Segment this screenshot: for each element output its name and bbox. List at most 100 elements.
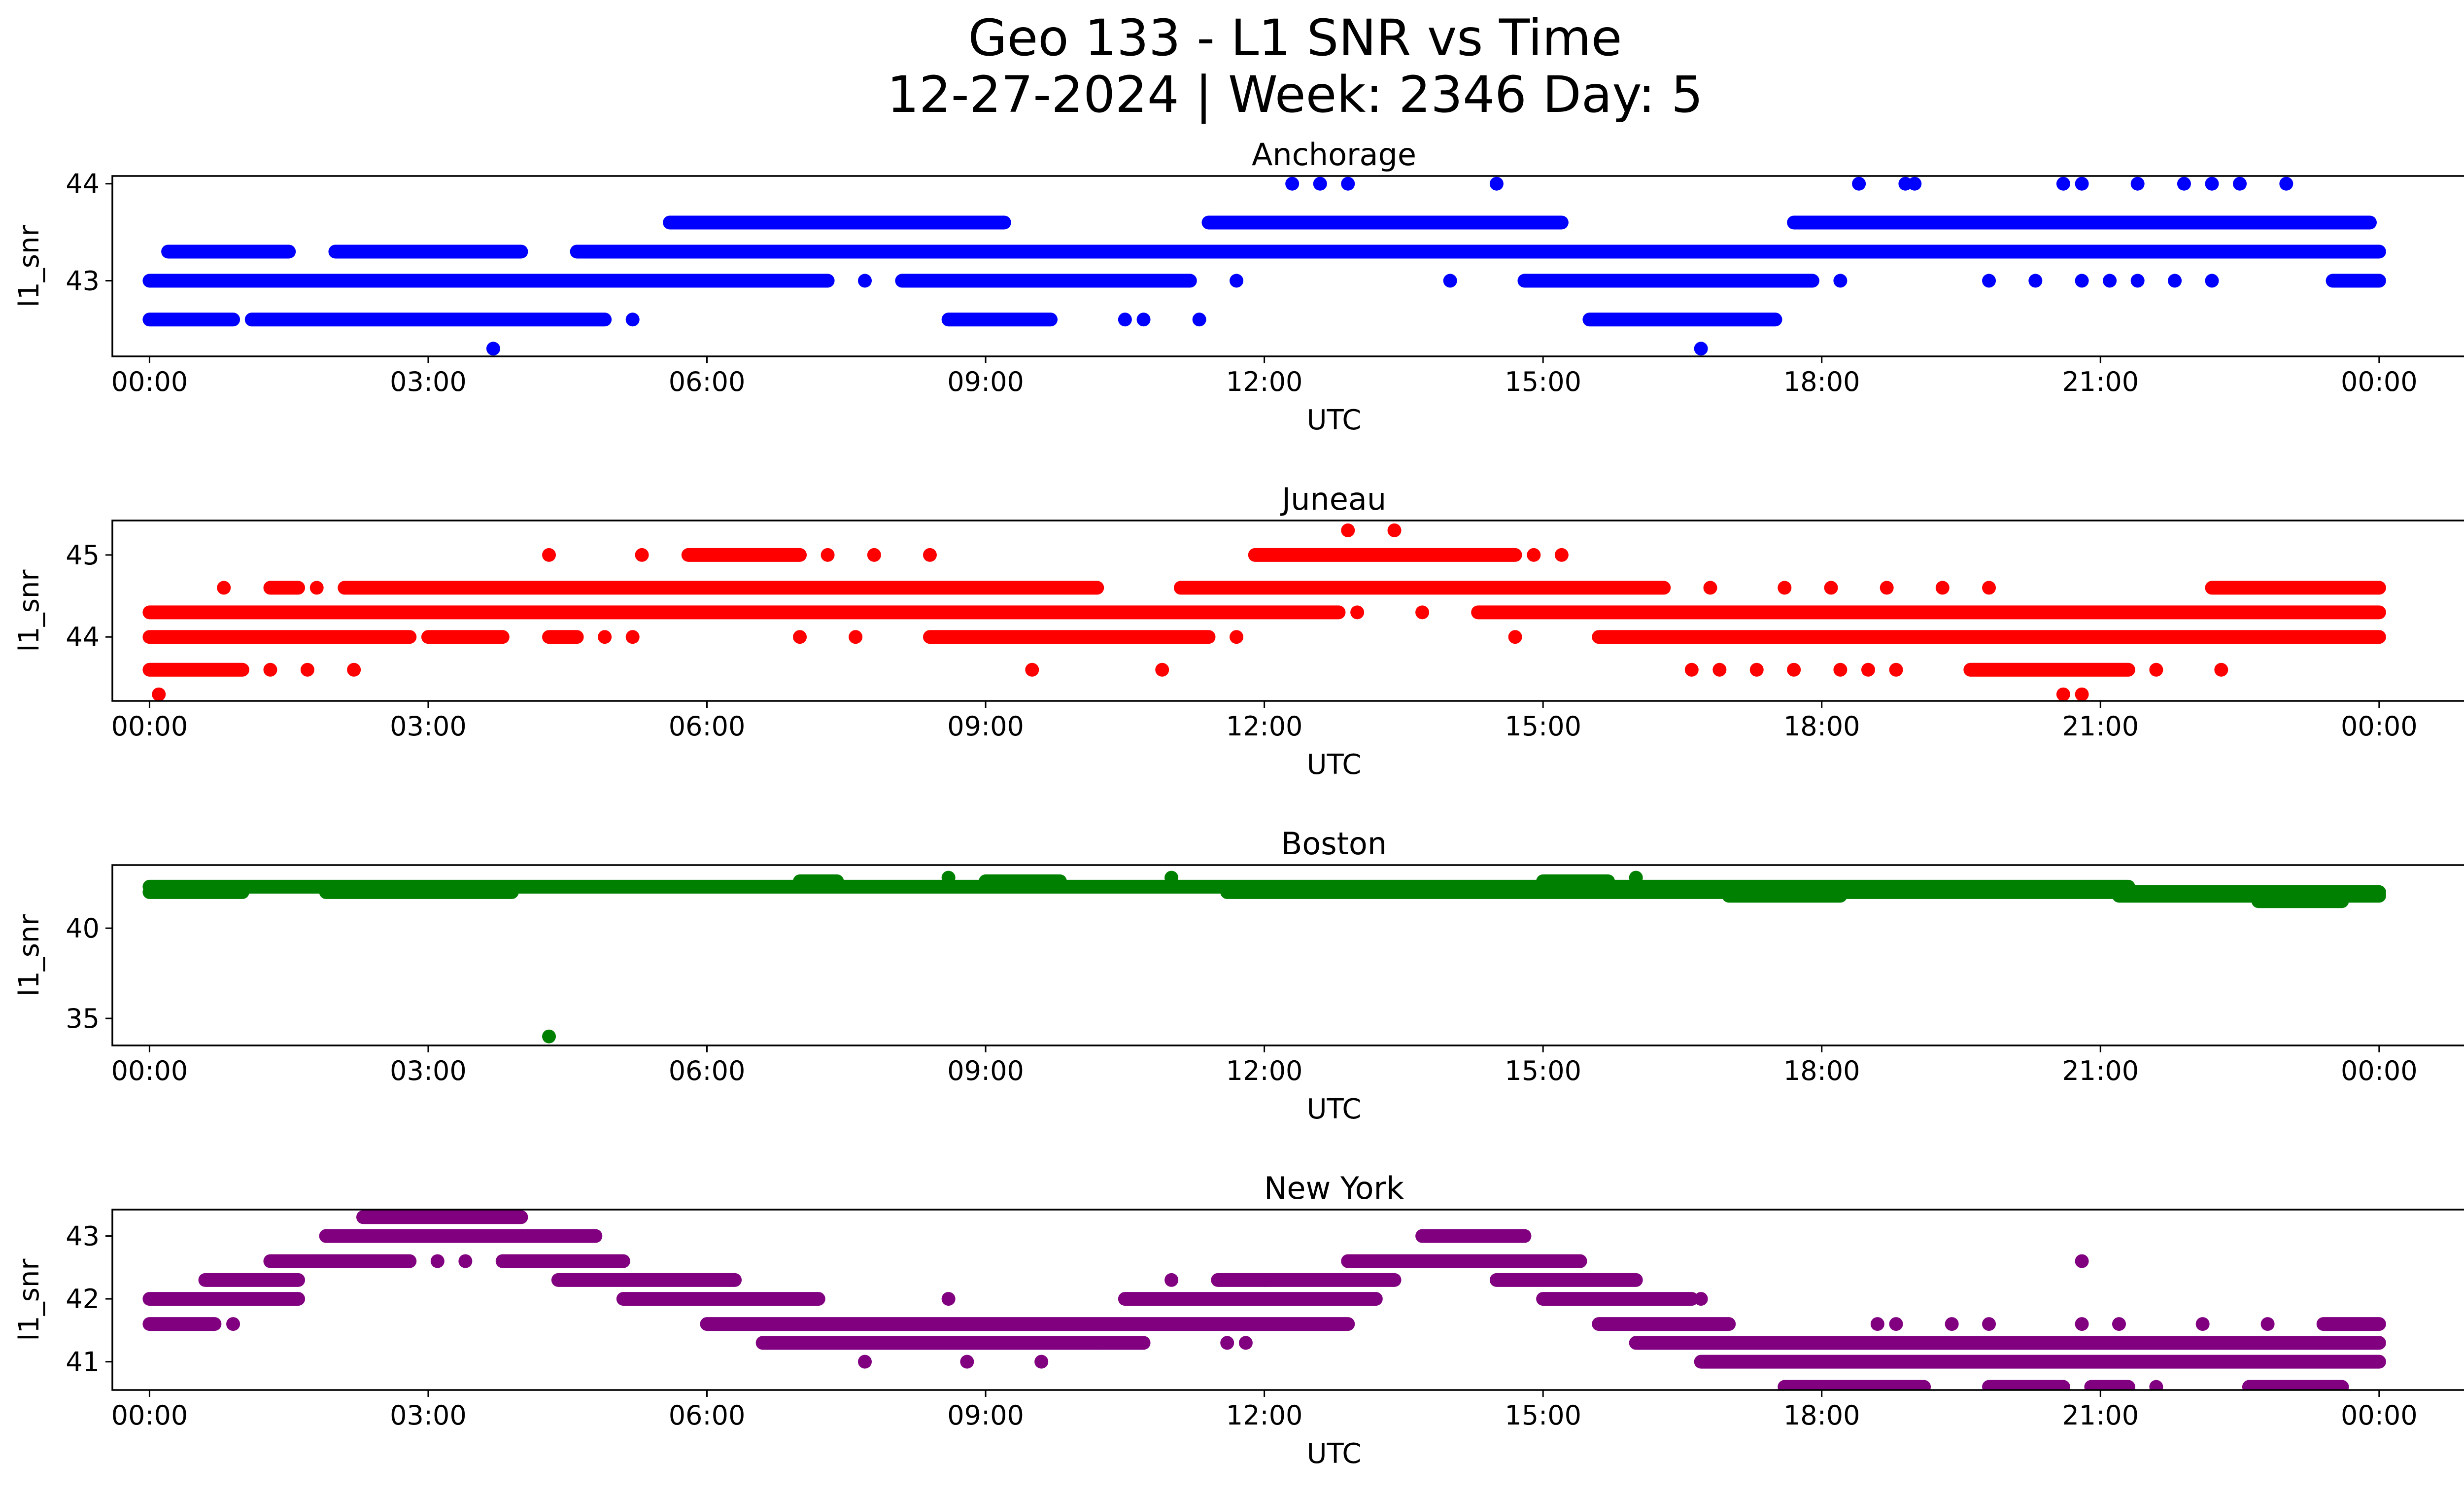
axes-title: Juneau	[1280, 481, 1386, 517]
data-point	[1629, 870, 1643, 885]
x-tick-label: 09:00	[947, 366, 1024, 397]
data-point	[1889, 662, 1903, 677]
data-point	[2130, 176, 2145, 191]
subplot-boston: Boston 00:00 03:00 06:00 09:00 12:00 15:00 18:0…	[13, 826, 2464, 1125]
data-point	[1935, 581, 1950, 595]
data-point	[1684, 662, 1699, 677]
data-point	[923, 548, 937, 562]
data-point	[1703, 581, 1717, 595]
axes-frame	[111, 864, 2464, 1046]
axes-frame	[111, 1209, 2464, 1391]
y-tick-label: 41	[66, 1347, 100, 1378]
data-point	[1527, 548, 1541, 562]
axes-title: Boston	[1281, 826, 1387, 862]
data-point	[1387, 523, 1402, 537]
x-tick-label: 21:00	[2062, 1400, 2139, 1431]
data-marks	[142, 870, 2386, 1043]
subplot-panels: Anchorage 00:00 03:00 06:00 09:00 12:00 15:00 1…	[13, 137, 2464, 1470]
data-point	[2214, 662, 2228, 677]
data-point	[430, 1254, 445, 1268]
subplot-juneau: Juneau 00:00 03:00 06:00 09:00 12:00 15:00 18:0…	[13, 481, 2464, 781]
data-point	[309, 581, 324, 595]
data-point	[867, 548, 881, 562]
data-point	[941, 870, 956, 885]
data-point	[821, 548, 835, 562]
x-tick-label: 18:00	[1783, 1400, 1860, 1431]
figure-title-line-1: Geo 133 - L1 SNR vs Time	[968, 9, 1622, 68]
x-tick-label: 18:00	[1783, 366, 1860, 397]
data-point	[2056, 176, 2070, 191]
data-point	[1285, 176, 1300, 191]
data-point	[1833, 274, 1848, 288]
data-point	[1025, 662, 1039, 677]
data-point	[2103, 274, 2117, 288]
x-tick-label: 03:00	[390, 711, 467, 742]
data-point	[2056, 687, 2070, 701]
x-tick-label: 00:00	[111, 366, 188, 397]
data-point	[542, 1029, 556, 1043]
y-axis-label: l1_snr	[13, 569, 45, 652]
x-tick-label: 00:00	[111, 1400, 188, 1431]
data-point	[1155, 662, 1169, 677]
y-tick-label: 42	[66, 1284, 100, 1315]
data-point	[1313, 176, 1327, 191]
data-point	[1230, 274, 1244, 288]
x-tick-label: 12:00	[1226, 1055, 1303, 1086]
x-tick-label: 12:00	[1226, 366, 1303, 397]
x-tick-label: 12:00	[1226, 1400, 1303, 1431]
data-point	[1489, 176, 1504, 191]
x-tick-label: 09:00	[947, 711, 1024, 742]
data-point	[2260, 1317, 2275, 1331]
y-axis-label: l1_snr	[13, 914, 45, 997]
data-point	[1945, 1317, 1959, 1331]
data-point	[1694, 342, 1708, 356]
data-point	[2149, 1380, 2163, 1390]
data-point	[226, 1317, 240, 1331]
data-marks	[142, 1210, 2386, 1390]
data-point	[2177, 176, 2191, 191]
data-point	[625, 313, 640, 327]
x-tick-label: 15:00	[1505, 711, 1581, 742]
x-tick-label: 18:00	[1783, 711, 1860, 742]
y-tick-label: 45	[66, 540, 100, 571]
data-point	[2075, 687, 2089, 701]
data-point	[300, 662, 314, 677]
data-point	[635, 548, 649, 562]
x-tick-label: 06:00	[669, 1400, 746, 1431]
data-point	[1982, 581, 1996, 595]
x-axis-label: UTC	[1306, 1093, 1361, 1125]
data-point	[2205, 176, 2219, 191]
data-marks	[142, 176, 2386, 356]
data-point	[2279, 176, 2293, 191]
data-point	[793, 630, 807, 644]
data-point	[1861, 662, 1875, 677]
x-tick-label: 06:00	[669, 366, 746, 397]
data-point	[1164, 870, 1179, 885]
data-point	[1257, 1273, 1271, 1287]
subplot-anchorage: Anchorage 00:00 03:00 06:00 09:00 12:00 15:00 1…	[13, 137, 2464, 436]
data-point	[941, 1292, 956, 1306]
axes-title: New York	[1264, 1170, 1404, 1206]
x-tick-label: 21:00	[2062, 711, 2139, 742]
y-tick-label: 43	[66, 1221, 100, 1252]
data-point	[1192, 313, 1206, 327]
data-point	[1880, 581, 1894, 595]
data-point	[857, 274, 872, 288]
data-point	[857, 1355, 872, 1369]
data-point	[347, 662, 361, 677]
data-point	[1034, 1355, 1049, 1369]
data-point	[625, 630, 640, 644]
y-tick-label: 40	[66, 913, 100, 944]
axes-frame	[111, 520, 2464, 702]
x-axis-label: UTC	[1306, 404, 1361, 436]
data-point	[1852, 176, 1866, 191]
x-tick-label: 00:00	[111, 711, 188, 742]
data-point	[1787, 662, 1801, 677]
data-point	[1090, 1336, 1104, 1350]
data-point	[2195, 1317, 2210, 1331]
data-point	[1982, 274, 1996, 288]
y-tick-label: 44	[66, 169, 100, 200]
data-point	[458, 1254, 473, 1268]
data-point	[1778, 581, 1792, 595]
x-tick-label: 15:00	[1505, 1055, 1581, 1086]
